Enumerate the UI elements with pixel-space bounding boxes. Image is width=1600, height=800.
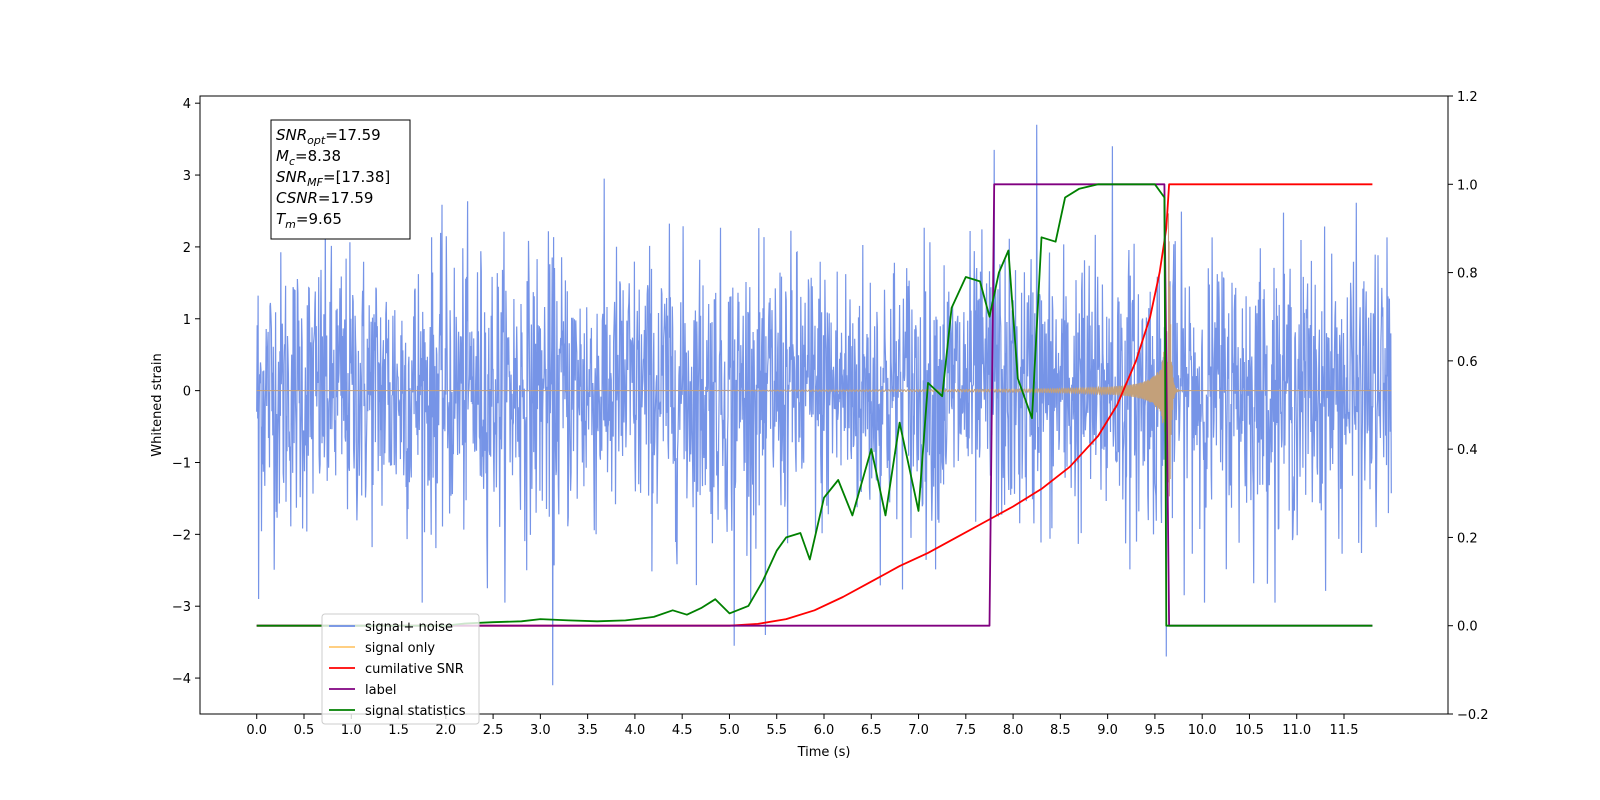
legend-entry: signal+ noise <box>329 620 453 635</box>
legend-label: signal statistics <box>365 704 466 719</box>
x-tick-label: 2.5 <box>483 723 504 738</box>
legend-label: cumilative SNR <box>365 662 464 677</box>
y-right-tick-label: 1.2 <box>1457 90 1478 105</box>
annotation-value: =17.59 <box>318 189 374 207</box>
y-left-tick-label: −2 <box>172 528 191 543</box>
x-tick-label: 6.0 <box>814 723 835 738</box>
x-tick-label: 4.5 <box>672 723 693 738</box>
y-left-tick-label: 4 <box>183 97 191 112</box>
series-layer <box>256 124 1392 686</box>
x-tick-label: 4.0 <box>625 723 646 738</box>
legend-entry: signal statistics <box>329 704 466 719</box>
x-tick-label: 9.0 <box>1097 723 1118 738</box>
x-tick-label: 8.5 <box>1050 723 1071 738</box>
x-tick-label: 10.5 <box>1235 723 1264 738</box>
annotation-line: CSNR=17.59 <box>276 189 373 207</box>
legend-label: signal+ noise <box>365 620 453 635</box>
annotation-value: =[17.38] <box>323 168 390 186</box>
x-tick-label: 11.5 <box>1330 723 1359 738</box>
annotation-line: SNRopt=17.59 <box>276 126 381 147</box>
annotation-frame <box>270 119 411 240</box>
annotation-symbol: T <box>276 210 287 228</box>
annotation-line: SNRMF=[17.38] <box>276 168 390 189</box>
x-tick-label: 7.0 <box>908 723 929 738</box>
annotation-value: =9.65 <box>296 210 342 228</box>
y-left-tick-label: −3 <box>172 600 191 615</box>
y-left-tick-label: 3 <box>183 169 191 184</box>
y-left-tick-label: 2 <box>183 241 191 256</box>
annotation-subscript: m <box>285 218 296 231</box>
annotation-line: Tm=9.65 <box>276 210 342 231</box>
x-tick-label: 6.5 <box>861 723 882 738</box>
x-tick-label: 5.5 <box>766 723 787 738</box>
legend-entry: cumilative SNR <box>329 662 464 677</box>
annotation-symbol: M <box>276 147 289 165</box>
legend: signal+ noise signal only cumilative SNR la… <box>321 613 480 725</box>
annotation-line: Mc=8.38 <box>276 147 341 168</box>
annotation-symbol: CSNR <box>276 189 318 207</box>
x-tick-label: 1.0 <box>341 723 362 738</box>
legend-frame <box>321 613 480 725</box>
y-right-tick-label: 0.4 <box>1457 443 1478 458</box>
annotation-subscript: c <box>289 155 295 168</box>
legend-entry: signal only <box>329 641 435 656</box>
x-tick-label: 0.5 <box>294 723 315 738</box>
annotation-symbol: SNR <box>276 126 307 144</box>
y-left-tick-label: −1 <box>172 456 191 471</box>
parameter-annotation-box: SNRopt=17.59Mc=8.38SNRMF=[17.38]CSNR=17.… <box>270 119 411 240</box>
annotation-value: =17.59 <box>325 126 381 144</box>
series-signal-noise <box>256 124 1392 686</box>
x-tick-label: 5.0 <box>719 723 740 738</box>
y-left-tick-label: 0 <box>183 385 191 400</box>
x-tick-label: 3.5 <box>577 723 598 738</box>
x-tick-label: 10.0 <box>1188 723 1217 738</box>
y-axis-right: 1.2 1.0 0.8 0.6 0.4 0.2 0.0 −0.2 <box>1448 90 1489 723</box>
legend-entry: label <box>329 683 396 698</box>
y-right-tick-label: 1.0 <box>1457 178 1478 193</box>
x-tick-label: 3.0 <box>530 723 551 738</box>
x-tick-label: 8.0 <box>1003 723 1024 738</box>
y-right-tick-label: 0.2 <box>1457 531 1478 546</box>
y-right-tick-label: 0.0 <box>1457 620 1478 635</box>
x-tick-label: 9.5 <box>1145 723 1166 738</box>
x-axis-label: Time (s) <box>797 745 851 760</box>
x-tick-label: 2.0 <box>435 723 456 738</box>
legend-label: label <box>365 683 396 698</box>
series-signal-statistics <box>256 183 1373 627</box>
x-tick-label: 0.0 <box>246 723 267 738</box>
y-left-tick-label: 1 <box>183 313 191 328</box>
y-right-tick-label: −0.2 <box>1457 708 1489 723</box>
x-tick-label: 7.5 <box>955 723 976 738</box>
y-axis-left: 4 3 2 1 0 −1 −2 −3 −4 <box>172 97 200 687</box>
annotation-subscript: MF <box>307 176 323 189</box>
series-cumilative-snr <box>256 183 1373 627</box>
y-left-tick-label: −4 <box>172 672 191 687</box>
legend-label: signal only <box>365 641 435 656</box>
annotation-value: =8.38 <box>295 147 341 165</box>
x-tick-label: 11.0 <box>1282 723 1311 738</box>
y-right-tick-label: 0.8 <box>1457 267 1478 282</box>
x-tick-label: 1.5 <box>388 723 409 738</box>
series-signal-only <box>256 213 1392 497</box>
x-axis: 0.0 0.5 1.0 1.5 2.0 2.5 3.0 3.5 4.0 4.5 5.0 5.5 6.0 6… <box>246 714 1358 738</box>
y-right-tick-label: 0.6 <box>1457 355 1478 370</box>
y-axis-label: Whitened strain <box>150 353 165 456</box>
annotation-symbol: SNR <box>276 168 307 186</box>
plot-area <box>199 95 1449 715</box>
annotation-subscript: opt <box>307 134 326 147</box>
